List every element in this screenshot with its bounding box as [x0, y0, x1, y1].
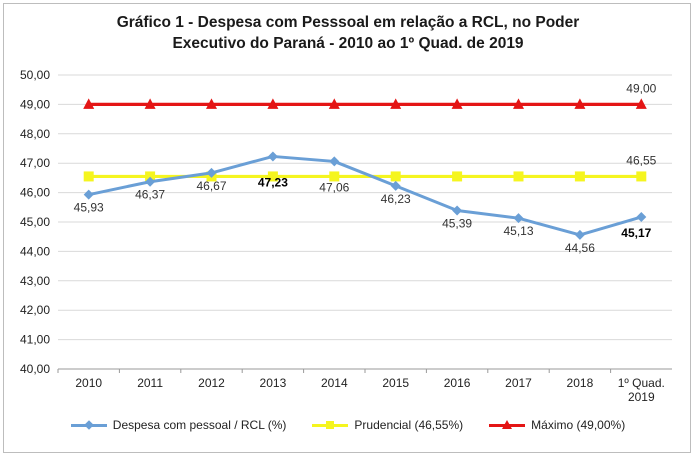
legend-swatch-despesa — [70, 420, 107, 430]
legend-item-prudencial: Prudencial (46,55%) — [312, 418, 463, 432]
chart-title-line-2: Executivo do Paraná - 2010 ao 1º Quad. d… — [172, 35, 524, 52]
data-point-maximo — [267, 98, 279, 109]
data-point-prudencial — [452, 171, 463, 182]
data-label-series-0: 44,56 — [565, 241, 595, 255]
legend-swatch-prudencial — [312, 420, 349, 430]
legend-label-prudencial: Prudencial (46,55%) — [354, 418, 464, 432]
data-label-series-0: 45,13 — [503, 224, 533, 238]
data-point-despesa — [206, 167, 217, 178]
data-point-despesa — [513, 213, 524, 224]
data-point-maximo — [451, 98, 463, 109]
data-point-despesa — [636, 212, 647, 223]
data-point-despesa — [267, 151, 278, 162]
data-label-series-0: 47,06 — [319, 180, 349, 194]
data-point-maximo — [574, 98, 586, 109]
data-point-prudencial — [267, 171, 278, 182]
data-point-maximo — [635, 98, 647, 109]
data-point-despesa — [145, 176, 156, 187]
x-tick-label: 2018 — [567, 376, 594, 390]
y-tick-label: 46,00 — [20, 186, 50, 200]
chart-frame — [3, 3, 691, 453]
data-point-prudencial — [83, 171, 94, 182]
line-chart: 40,00 41,00 42,00 43,00 44,00 45,00 46,00 47,00… — [20, 68, 672, 404]
x-tick-label: 2017 — [505, 376, 532, 390]
x-tick-label: 2014 — [321, 376, 348, 390]
legend-item-despesa: Despesa com pessoal / RCL (%) — [70, 418, 287, 432]
y-tick-label: 40,00 — [20, 362, 50, 376]
data-point-prudencial — [329, 171, 340, 182]
data-point-prudencial — [513, 171, 524, 182]
data-point-maximo — [144, 98, 156, 109]
y-tick-label: 41,00 — [20, 333, 50, 347]
x-tick-label: 1º Quad. 2019 — [618, 376, 665, 404]
chart-title-line-1: Gráfico 1 - Despesa com Pesssoal em rela… — [116, 14, 580, 31]
y-tick-label: 42,00 — [20, 303, 50, 317]
x-tick-label: 2015 — [382, 376, 409, 390]
data-point-despesa — [390, 180, 401, 191]
data-label-series-0: 45,39 — [442, 217, 472, 231]
data-point-prudencial — [145, 171, 156, 182]
data-point-prudencial — [636, 171, 647, 182]
x-tick-label: 2010 — [75, 376, 102, 390]
x-tick-label: 2012 — [198, 376, 225, 390]
data-point-prudencial — [574, 171, 585, 182]
x-tick-label: 2016 — [444, 376, 471, 390]
data-label-series-1: 46,55 — [626, 153, 656, 167]
data-label-series-0: 46,67 — [196, 179, 226, 193]
y-tick-label: 49,00 — [20, 97, 50, 111]
data-point-maximo — [206, 98, 217, 109]
y-tick-label: 44,00 — [20, 244, 50, 258]
data-point-despesa — [452, 205, 463, 216]
legend-swatch-maximo — [489, 420, 526, 430]
x-tick-label: 2013 — [260, 376, 287, 390]
data-label-series-0: 47,23 — [258, 175, 288, 189]
data-label-series-0: 45,93 — [74, 201, 104, 215]
data-label-series-0: 45,17 — [621, 226, 651, 240]
legend-item-maximo: Máximo (49,00%) — [489, 418, 625, 432]
chart-title: Gráfico 1 - Despesa com Pesssoal em rela… — [0, 12, 696, 54]
data-point-prudencial — [390, 171, 401, 182]
y-tick-label: 50,00 — [20, 68, 50, 82]
y-tick-label: 45,00 — [20, 215, 50, 229]
series-line-0 — [87, 154, 643, 237]
x-tick-label: 2011 — [137, 376, 163, 390]
chart-legend: Despesa com pessoal / RCL (%) Prudencial… — [0, 418, 696, 432]
data-point-maximo — [513, 98, 524, 109]
legend-label-despesa: Despesa com pessoal / RCL (%) — [112, 418, 287, 432]
data-point-despesa — [574, 229, 585, 240]
data-label-series-2: 49,00 — [626, 81, 656, 95]
data-point-despesa — [83, 189, 94, 200]
data-point-maximo — [83, 98, 95, 109]
y-tick-label: 43,00 — [20, 274, 50, 288]
y-tick-label: 48,00 — [20, 127, 50, 141]
data-point-maximo — [390, 98, 402, 109]
data-label-series-0: 46,23 — [381, 192, 411, 206]
data-label-series-0: 46,37 — [135, 188, 165, 202]
data-point-despesa — [329, 156, 340, 167]
y-tick-label: 47,00 — [20, 156, 50, 170]
legend-label-maximo: Máximo (49,00%) — [531, 418, 626, 432]
data-point-maximo — [328, 98, 340, 109]
